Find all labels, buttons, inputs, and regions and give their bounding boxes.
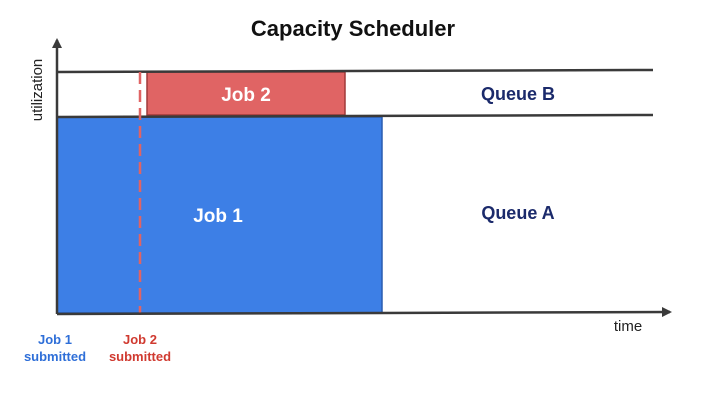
x-axis xyxy=(56,307,672,318)
job2-submitted-label-line2: submitted xyxy=(109,349,171,364)
job1-submitted-label-line1: Job 1 xyxy=(38,332,72,347)
job2-submitted-label-line1: Job 2 xyxy=(123,332,157,347)
diagram-title: Capacity Scheduler xyxy=(251,16,456,41)
job1-submitted-label-line2: submitted xyxy=(24,349,86,364)
queue-a-label: Queue A xyxy=(481,203,554,223)
x-axis-label: time xyxy=(614,318,642,335)
queue-b-label: Queue B xyxy=(481,84,555,104)
job1-label: Job 1 xyxy=(193,206,243,227)
job1-block xyxy=(56,116,383,314)
queue-b-top-line xyxy=(56,68,654,74)
job2-block xyxy=(146,71,346,116)
job2-label: Job 2 xyxy=(221,85,271,106)
y-axis-label: utilization xyxy=(29,59,46,122)
queue-divider-line xyxy=(56,113,654,119)
